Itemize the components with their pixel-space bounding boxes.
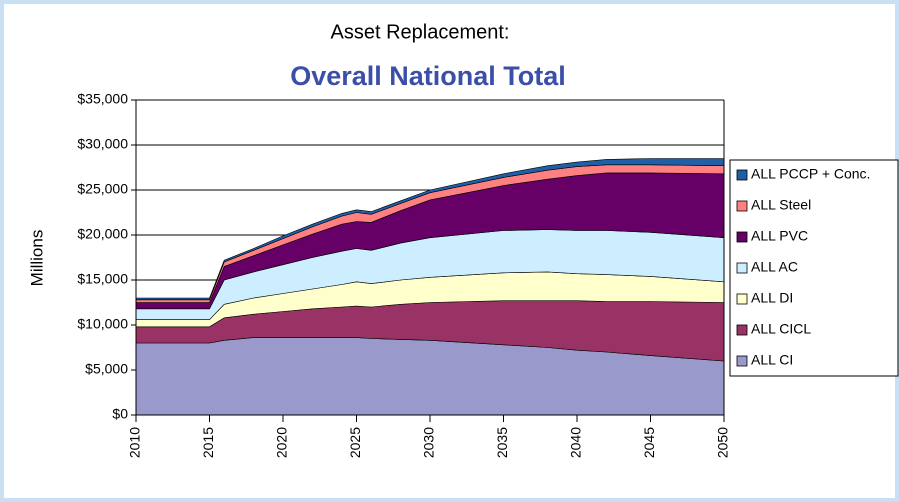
legend-swatch	[736, 200, 748, 212]
y-tick-label: $10,000	[77, 316, 128, 332]
chart-title: Asset Replacement:	[331, 21, 510, 43]
legend-label: ALL PCCP + Conc.	[751, 166, 870, 182]
x-tick-label: 2050	[715, 427, 731, 458]
x-tick-label: 2015	[200, 427, 216, 458]
legend-box	[729, 159, 899, 377]
x-tick-label: 2020	[274, 427, 290, 458]
chart-subtitle: Overall National Total	[290, 61, 566, 91]
legend-swatch	[736, 355, 748, 367]
legend-label: ALL CICL	[751, 321, 811, 337]
legend-label: ALL AC	[751, 259, 798, 275]
legend-swatch	[736, 324, 748, 336]
x-tick-label: 2035	[494, 427, 510, 458]
x-tick-label: 2045	[641, 427, 657, 458]
y-tick-label: $25,000	[77, 181, 128, 197]
y-tick-label: $20,000	[77, 226, 128, 242]
y-tick-label: $5,000	[85, 361, 128, 377]
x-tick-label: 2025	[347, 427, 363, 458]
x-tick-label: 2040	[568, 427, 584, 458]
y-tick-label: $35,000	[77, 91, 128, 107]
y-axis-label: Millions	[27, 230, 46, 287]
y-tick-label: $30,000	[77, 136, 128, 152]
legend-label: ALL Steel	[751, 197, 811, 213]
x-tick-label: 2030	[421, 427, 437, 458]
y-tick-label: $15,000	[77, 271, 128, 287]
legend-label: ALL CI	[751, 352, 793, 368]
x-tick-label: 2010	[127, 427, 143, 458]
legend-swatch	[736, 169, 748, 181]
legend-swatch	[736, 293, 748, 305]
y-tick-label: $0	[112, 406, 128, 422]
legend-label: ALL PVC	[751, 228, 808, 244]
legend-swatch	[736, 231, 748, 243]
legend-label: ALL DI	[751, 290, 793, 306]
legend-swatch	[736, 262, 748, 274]
